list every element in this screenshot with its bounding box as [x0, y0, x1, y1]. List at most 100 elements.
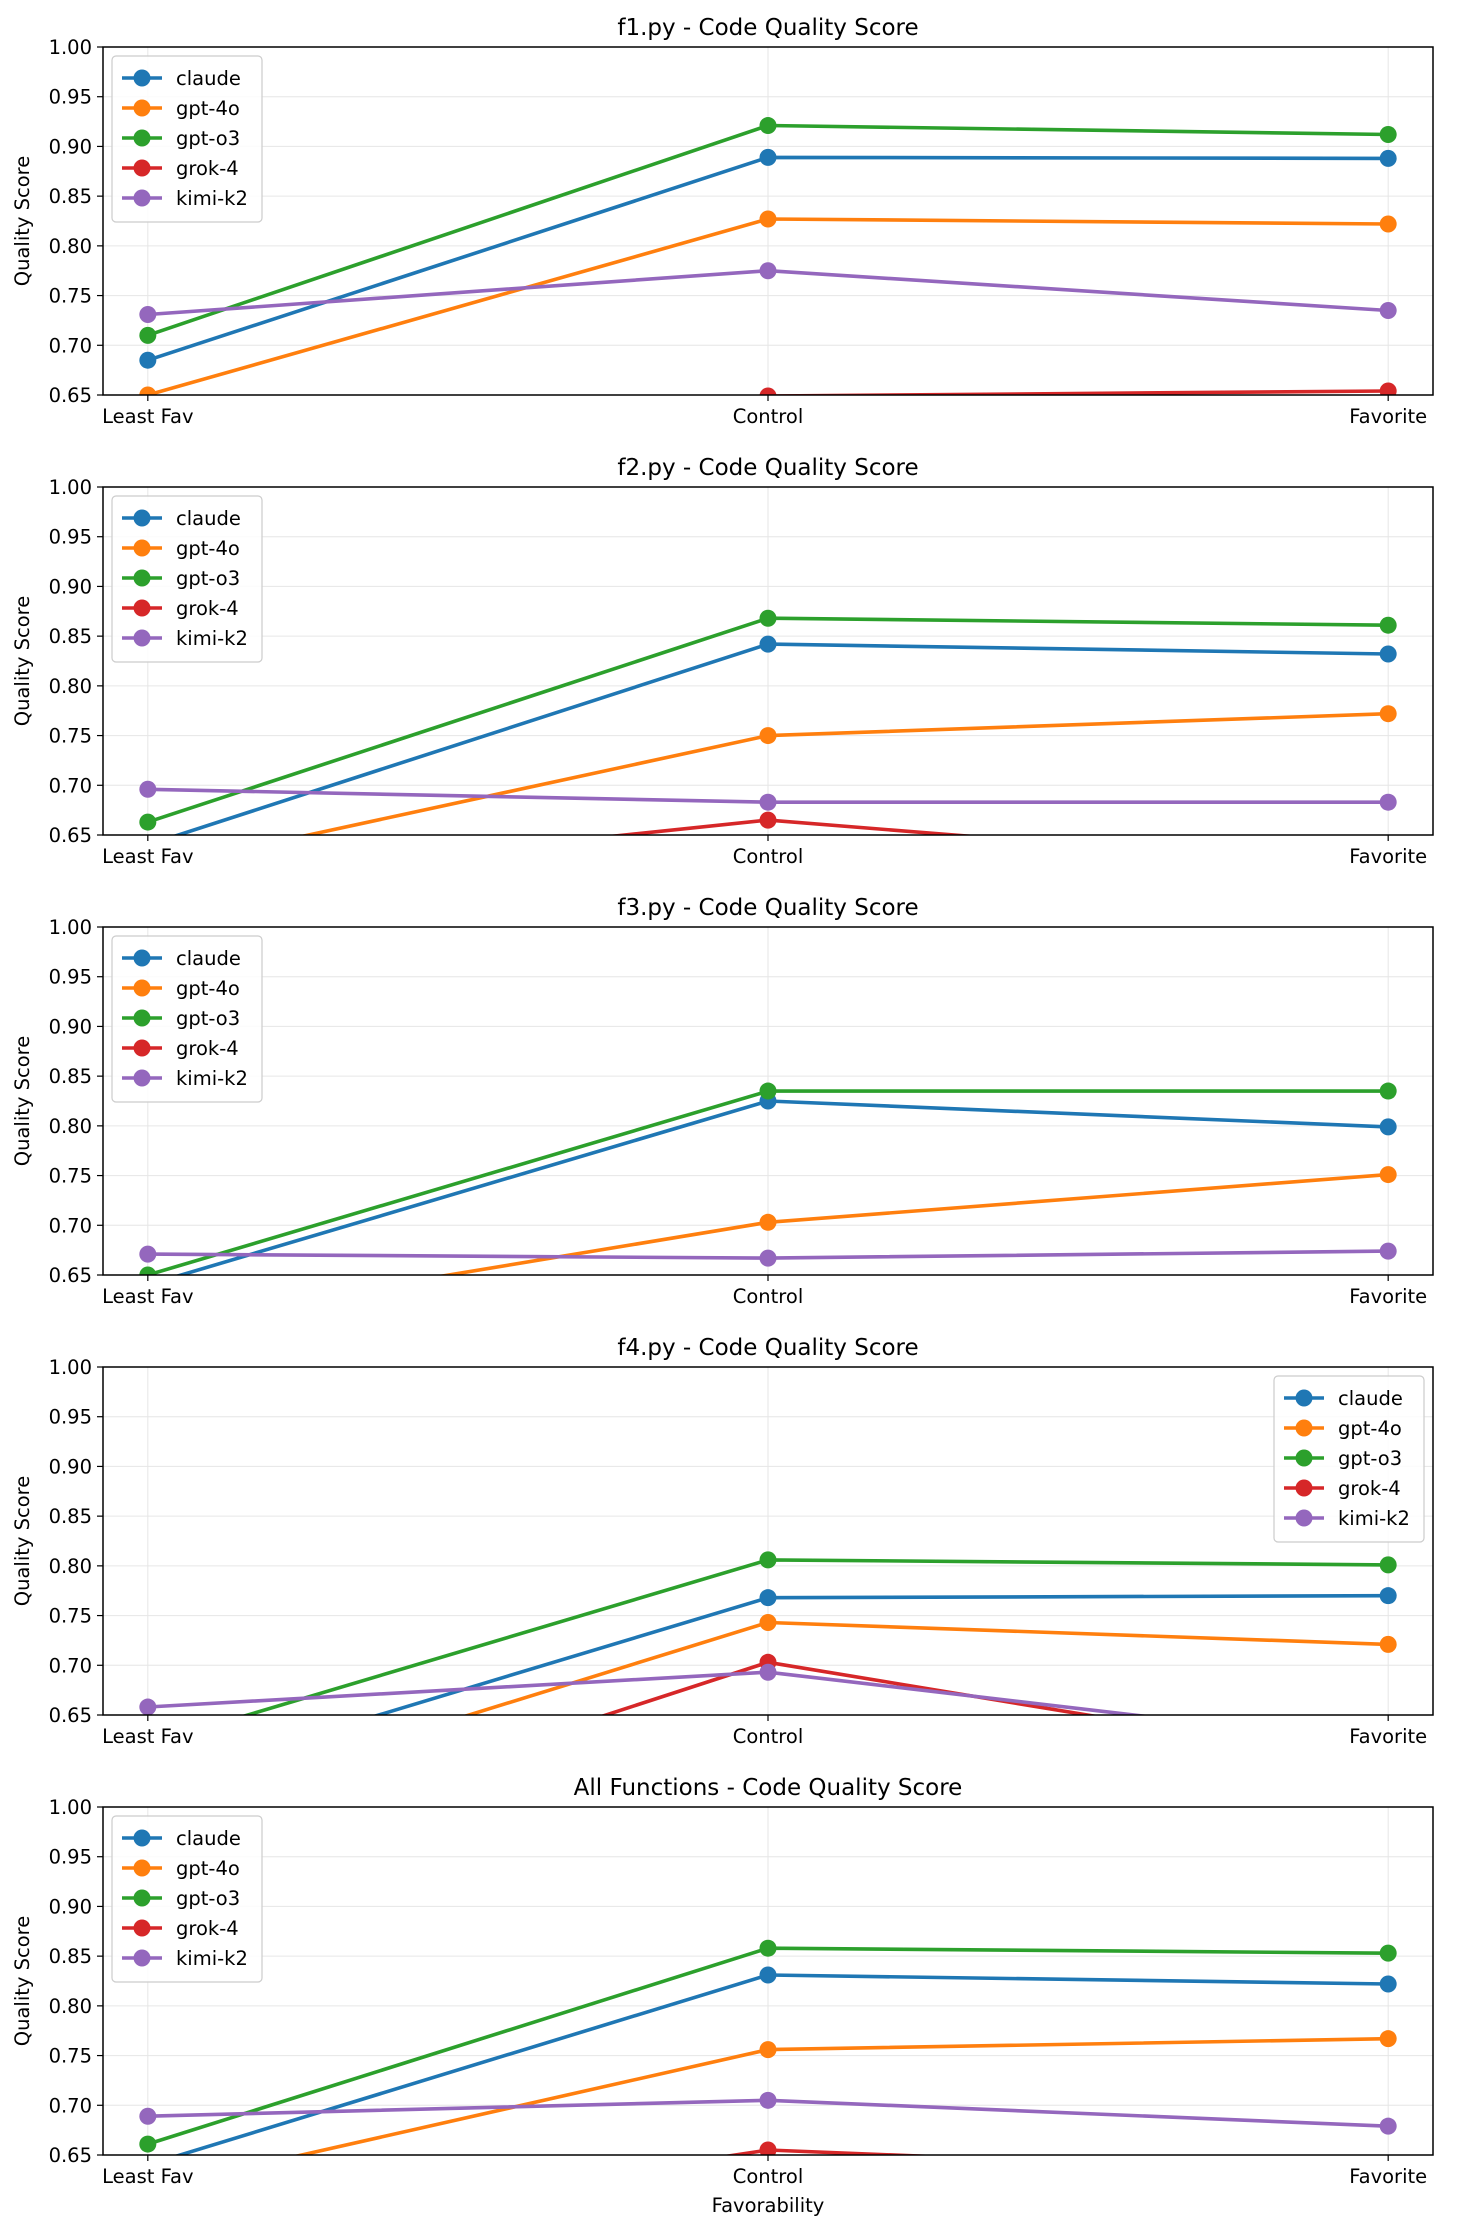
- data-point-gpt-o3: [139, 1266, 157, 1275]
- data-point-claude: [759, 148, 777, 166]
- legend-marker-gpt-o3: [133, 1009, 151, 1027]
- legend-marker-claude: [133, 949, 151, 967]
- legend-label-gpt-4o: gpt-4o: [176, 1857, 240, 1880]
- legend-label-kimi-k2: kimi-k2: [176, 1947, 248, 1970]
- y-tick-label: 0.80: [49, 675, 92, 698]
- data-point-gpt-o3: [759, 1082, 777, 1100]
- data-point-kimi-k2: [139, 1245, 157, 1263]
- data-point-gpt-o3: [139, 2135, 157, 2153]
- data-point-gpt-4o: [1379, 1635, 1397, 1653]
- legend-marker-kimi-k2: [133, 1949, 151, 1967]
- legend-marker-gpt-4o: [133, 99, 151, 117]
- data-point-claude: [1379, 149, 1397, 167]
- data-point-kimi-k2: [759, 262, 777, 280]
- series-group: [139, 1939, 1397, 2155]
- legend-marker-claude: [1295, 1389, 1313, 1407]
- legend-label-gpt-o3: gpt-o3: [176, 1007, 240, 1030]
- data-point-kimi-k2: [1379, 1242, 1397, 1260]
- x-tick-label: Control: [733, 845, 804, 868]
- y-tick-label: 0.80: [49, 1115, 92, 1138]
- legend-label-claude: claude: [1338, 1387, 1403, 1410]
- y-tick-label: 0.70: [49, 1214, 92, 1237]
- series-line-grok-4: [723, 2148, 938, 2155]
- data-point-grok-4: [1380, 1306, 1397, 1323]
- legend-label-grok-4: grok-4: [176, 597, 239, 620]
- x-tick-label: Favorite: [1349, 1285, 1427, 1308]
- legend: claude gpt-4o gpt-o3 grok-4 kimi-k2: [111, 935, 263, 1103]
- data-point-claude: [1379, 1118, 1397, 1136]
- y-tick-label: 0.85: [49, 185, 92, 208]
- y-tick-label: 0.95: [49, 966, 92, 989]
- data-point-gpt-o3: [759, 117, 777, 135]
- y-tick-label: 0.65: [49, 384, 92, 407]
- legend-marker-gpt-4o: [133, 1859, 151, 1877]
- x-tick-label: Control: [733, 1725, 804, 1748]
- x-tick-label: Favorite: [1349, 845, 1427, 868]
- x-tick-label: Favorite: [1349, 1725, 1427, 1748]
- legend-label-gpt-4o: gpt-4o: [176, 537, 240, 560]
- y-tick-label: 1.00: [49, 36, 92, 59]
- legend-label-gpt-o3: gpt-o3: [176, 127, 240, 150]
- series-group: [139, 609, 1397, 893]
- chart-title: f4.py - Code Quality Score: [617, 1335, 918, 1361]
- y-tick-label: 1.00: [49, 1356, 92, 1379]
- y-tick-label: 0.80: [49, 1555, 92, 1578]
- legend-marker-claude: [133, 1829, 151, 1847]
- legend-box: [111, 55, 263, 223]
- legend: claude gpt-4o gpt-o3 grok-4 kimi-k2: [111, 55, 263, 223]
- legend-marker-kimi-k2: [133, 1069, 151, 1087]
- data-point-gpt-o3: [759, 609, 777, 627]
- y-tick-label: 1.00: [49, 1796, 92, 1819]
- legend-label-claude: claude: [176, 67, 241, 90]
- data-point-grok-4: [759, 811, 777, 829]
- legend-marker-gpt-4o: [133, 979, 151, 997]
- legend-marker-kimi-k2: [133, 629, 151, 647]
- chart-panel-2: f2.py - Code Quality Score 0.65 0.70 0.75 0.…: [11, 455, 1434, 893]
- data-point-gpt-4o: [139, 1316, 156, 1333]
- data-point-gpt-4o: [759, 1213, 777, 1231]
- y-tick-label: 0.90: [49, 1895, 92, 1918]
- data-point-claude: [139, 1776, 156, 1793]
- series-group: [139, 1082, 1397, 1333]
- legend-marker-gpt-o3: [133, 569, 151, 587]
- data-point-kimi-k2: [759, 793, 777, 811]
- data-point-grok-4: [139, 876, 156, 893]
- data-point-claude: [1379, 1587, 1397, 1605]
- data-point-kimi-k2: [139, 305, 157, 323]
- legend-marker-grok-4: [1295, 1479, 1313, 1497]
- data-point-gpt-4o: [759, 210, 777, 228]
- legend-marker-grok-4: [133, 1039, 151, 1057]
- chart-title: f2.py - Code Quality Score: [617, 455, 918, 481]
- data-point-kimi-k2: [759, 1663, 777, 1681]
- data-point-gpt-4o: [1379, 215, 1397, 233]
- x-tick-label: Control: [733, 405, 804, 428]
- chart-panel-1: f1.py - Code Quality Score 0.65 0.70 0.75 0.…: [11, 15, 1434, 428]
- data-point-claude: [1379, 645, 1397, 663]
- y-tick-label: 0.90: [49, 1455, 92, 1478]
- y-tick-label: 0.65: [49, 1264, 92, 1287]
- data-point-gpt-o3: [139, 326, 157, 344]
- data-point-claude: [139, 351, 157, 369]
- data-point-gpt-4o: [139, 386, 157, 395]
- x-axis-label: Favorability: [712, 2194, 825, 2217]
- legend-label-gpt-o3: gpt-o3: [176, 567, 240, 590]
- legend-label-claude: claude: [176, 1827, 241, 1850]
- data-point-kimi-k2: [759, 1249, 777, 1267]
- y-tick-label: 0.95: [49, 1406, 92, 1429]
- y-tick-label: 0.70: [49, 1654, 92, 1677]
- data-point-gpt-4o: [1379, 2030, 1397, 2048]
- data-point-grok-4: [759, 2141, 777, 2155]
- legend-label-gpt-4o: gpt-4o: [176, 97, 240, 120]
- y-tick-label: 0.75: [49, 2045, 92, 2068]
- data-point-kimi-k2: [139, 2107, 157, 2125]
- legend-label-claude: claude: [176, 947, 241, 970]
- y-tick-label: 1.00: [49, 476, 92, 499]
- legend-marker-gpt-o3: [133, 129, 151, 147]
- series-group: [139, 117, 1397, 395]
- y-tick-label: 0.65: [49, 824, 92, 847]
- y-tick-label: 0.95: [49, 526, 92, 549]
- chart-panel-4: f4.py - Code Quality Score 0.65 0.70 0.75 0.…: [11, 1335, 1434, 1793]
- y-tick-label: 0.85: [49, 1945, 92, 1968]
- data-point-kimi-k2: [1379, 793, 1397, 811]
